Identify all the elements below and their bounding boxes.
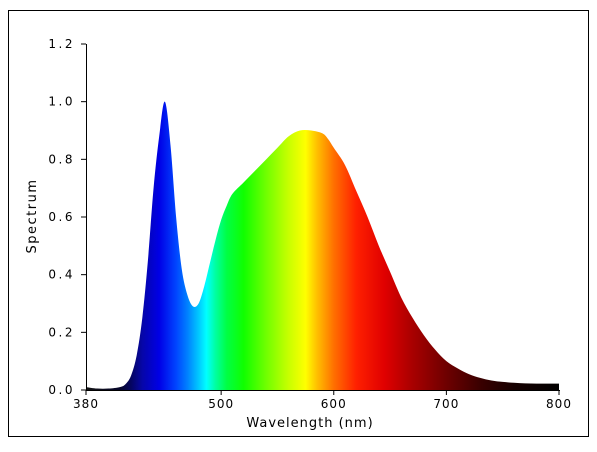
area-layer <box>86 101 559 390</box>
axes-layer <box>86 44 560 391</box>
y-axis-label: Spectrum <box>25 179 40 254</box>
x-ticks: 380 500 600 700 800 <box>73 390 572 411</box>
y-ticks: 0.0 0.2 0.4 0.6 0.8 1.0 1.2 <box>48 37 86 397</box>
x-tick-label: 380 <box>73 397 99 411</box>
y-tick-label: 0.0 <box>48 383 75 397</box>
spectrum-area <box>86 101 559 390</box>
x-tick-label: 800 <box>546 397 572 411</box>
y-tick-label: 0.4 <box>48 268 75 282</box>
y-tick-label: 1.2 <box>48 37 75 51</box>
y-tick-label: 0.2 <box>48 325 75 339</box>
x-axis-label: Wavelength (nm) <box>246 416 373 431</box>
x-tick-label: 500 <box>208 397 234 411</box>
x-tick-label: 600 <box>321 397 347 411</box>
y-tick-label: 1.0 <box>48 95 75 109</box>
outer-border <box>8 10 589 437</box>
y-tick-label: 0.6 <box>48 210 75 224</box>
y-tick-label: 0.8 <box>48 152 75 166</box>
x-tick-label: 700 <box>433 397 459 411</box>
